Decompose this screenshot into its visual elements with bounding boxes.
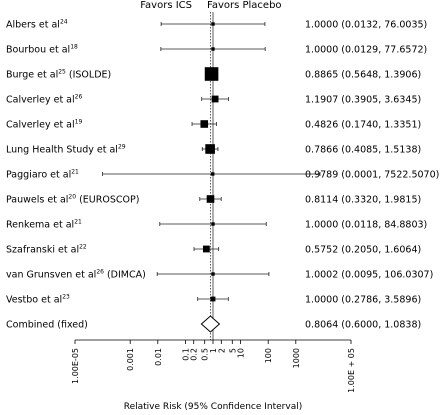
x-tick-label: 5 (228, 348, 237, 353)
point-estimate (205, 144, 215, 154)
study-row: Albers et al24 1.0000 (0.0132, 76.0035) (6, 19, 427, 31)
study-row: Calverley et al19 0.4826 (0.1740, 1.3351) (6, 119, 421, 131)
study-name: Calverley et al19 (6, 119, 82, 131)
study-name: Paggiaro et al21 (6, 169, 79, 181)
x-axis-label: Relative Risk (95% Confidence Interval) (124, 402, 303, 412)
point-estimate (211, 272, 215, 276)
combined-diamond (200, 315, 221, 333)
estimate-label: 0.4826 (0.1740, 1.3351) (305, 120, 421, 131)
combined-label: 0.8064 (0.6000, 1.0838) (305, 320, 421, 331)
point-estimate (210, 296, 216, 302)
study-row: Burge et al25 (ISOLDE) 0.8865 (0.5648, 1.… (6, 67, 421, 81)
x-tick-label: 0.1 (181, 348, 190, 361)
x-tick-label: 1.00E + 05 (347, 348, 356, 393)
point-estimate (200, 120, 209, 128)
estimate-label: 0.8865 (0.5648, 1.3906) (305, 70, 421, 81)
x-tick-label: 1.00E-05 (71, 348, 80, 384)
estimate-label: 1.0000 (0.0129, 77.6572) (305, 45, 427, 56)
estimate-label: 1.0000 (0.0132, 76.0035) (305, 20, 427, 31)
point-estimate (211, 47, 215, 51)
study-name: Vestbo et al23 (6, 294, 70, 306)
x-tick-label: 0.2 (190, 348, 199, 361)
study-name: Renkema et al21 (6, 219, 82, 231)
header-favors-placebo: Favors Placebo (207, 0, 282, 11)
study-row: Pauwels et al20 (EUROSCOP) 0.8114 (0.3320… (6, 194, 421, 206)
study-name: Calverley et al26 (6, 94, 82, 106)
study-name: Bourbou et al18 (6, 44, 78, 56)
study-row: Paggiaro et al21 0.9789 (0.0001, 7522.507… (6, 169, 439, 181)
estimate-label: 1.0000 (0.0118, 84.8803) (305, 220, 427, 231)
study-row: Renkema et al21 1.0000 (0.0118, 84.8803) (6, 219, 427, 231)
estimate-label: 1.0002 (0.0095, 106.0307) (305, 270, 433, 281)
study-name: Burge et al25 (ISOLDE) (6, 69, 111, 81)
x-tick-label: 10 (237, 348, 246, 358)
study-name: Lung Health Study et al29 (6, 144, 126, 156)
estimate-label: 0.7866 (0.4085, 1.5138) (305, 145, 421, 156)
study-row: Szafranski et al22 0.5752 (0.2050, 1.6064… (6, 244, 421, 256)
study-row: Vestbo et al23 1.0000 (0.2786, 3.5896) (6, 294, 421, 306)
estimate-label: 1.1907 (0.3905, 3.6345) (305, 95, 421, 106)
study-row: Calverley et al26 1.1907 (0.3905, 3.6345) (6, 94, 421, 106)
header-favors-ics: Favors ICS (140, 0, 192, 11)
x-tick-label: 0.01 (154, 348, 163, 366)
point-estimate (211, 172, 215, 176)
x-tick-label: 0.001 (126, 348, 135, 371)
x-tick-label: 100 (264, 348, 273, 363)
x-tick-label: 1 (209, 348, 218, 353)
estimate-label: 0.5752 (0.2050, 1.6064) (305, 245, 421, 256)
combined-row: Combined (fixed) 0.8064 (0.6000, 1.0838) (6, 315, 421, 333)
point-estimate (211, 222, 215, 226)
estimate-label: 1.0000 (0.2786, 3.5896) (305, 295, 421, 306)
point-estimate (206, 195, 215, 203)
study-row: Bourbou et al18 1.0000 (0.0129, 77.6572) (6, 44, 427, 56)
point-estimate (211, 95, 219, 103)
x-tick-label: 1000 (292, 348, 301, 368)
estimate-label: 0.8114 (0.3320, 1.9815) (305, 195, 421, 206)
study-name: van Grunsven et al26 (DIMCA) (6, 269, 146, 281)
point-estimate (202, 245, 210, 253)
study-row: Lung Health Study et al29 0.7866 (0.4085,… (6, 144, 421, 156)
point-estimate (211, 22, 215, 26)
study-row: van Grunsven et al26 (DIMCA) 1.0002 (0.00… (6, 269, 433, 281)
combined-name: Combined (fixed) (6, 320, 88, 331)
point-estimate (204, 67, 219, 81)
estimate-label: 0.9789 (0.0001, 7522.5070) (305, 170, 439, 181)
x-tick-label: 0.5 (201, 348, 210, 361)
study-name: Albers et al24 (6, 19, 68, 31)
study-name: Pauwels et al20 (EUROSCOP) (6, 194, 139, 206)
x-tick-label: 2 (217, 348, 226, 353)
study-name: Szafranski et al22 (6, 244, 87, 256)
